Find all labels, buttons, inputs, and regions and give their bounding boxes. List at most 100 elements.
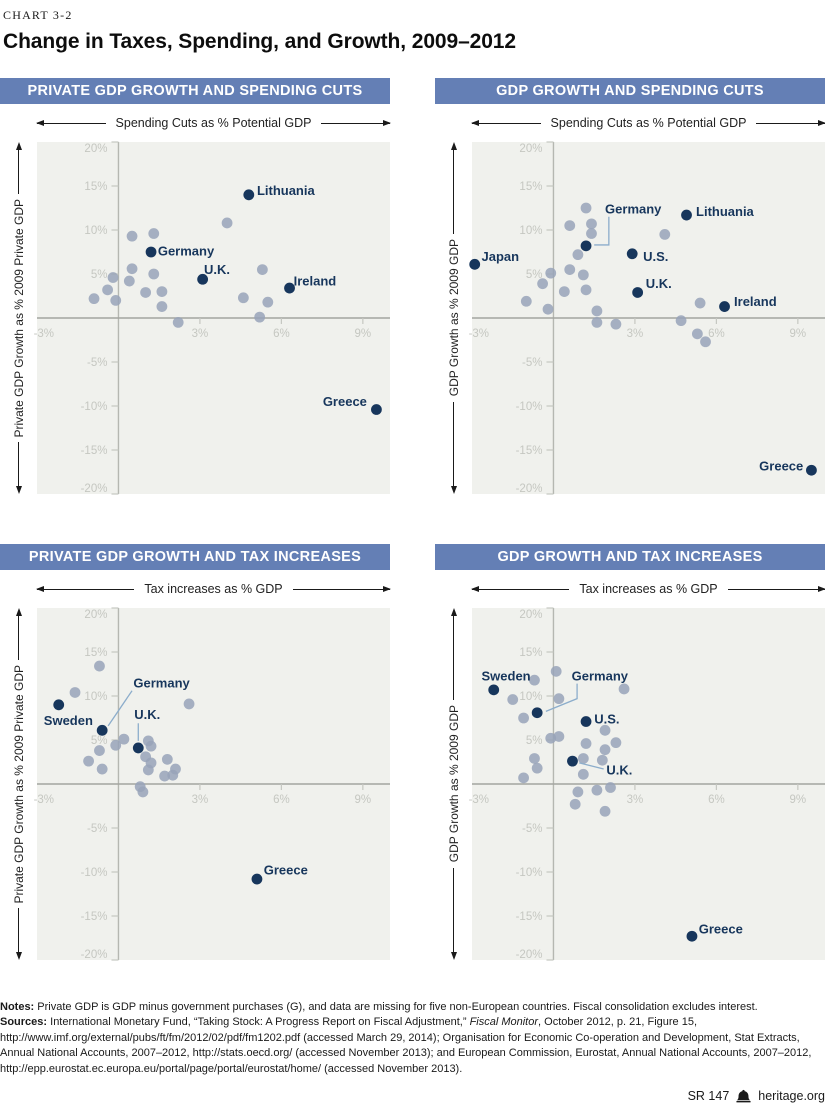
data-point [591,317,603,328]
point-label-sweden: Sweden [44,713,93,728]
y-tick-label: -15% [81,445,108,457]
axis-arrow-left-icon [35,585,135,592]
y-tick-label: 15% [519,181,542,193]
x-tick-label: 9% [355,794,372,806]
data-point [545,732,557,744]
y-tick-label: -20% [81,949,108,961]
x-axis-label: Spending Cuts as % Potential GDP [550,116,747,130]
y-tick-label: 15% [519,647,542,659]
x-tick-label: -3% [469,794,489,806]
point-label-greece: Greece [323,394,367,409]
data-point-japan [469,258,481,270]
data-point [529,674,540,686]
point-label-lithuania: Lithuania [696,204,755,219]
point-label-us: U.S. [643,249,668,264]
scatter-plot-gdp-vs-spending-cuts: 20% 15% 10% 5% -5% -10% -15% -20% -3% 3% 6% 9% Japan… [469,141,825,495]
axis-arrow-right-icon [321,119,391,126]
data-point-germany [580,240,592,252]
axis-arrow-right-icon [727,585,825,592]
data-point [110,295,122,306]
y-tick-label: -5% [87,357,107,369]
y-tick-label: 5% [91,269,108,281]
data-point [237,292,249,304]
y-tick-label: 20% [519,143,542,155]
chart-block-private-gdp-spending-cuts: PRIVATE GDP GROWTH AND SPENDING CUTS Spe… [0,78,391,495]
axis-arrow-up-icon [450,608,457,616]
data-point [618,683,630,695]
data-point [580,738,592,749]
y-axis-label: Private GDP Growth as % 2009 Private GDP [11,198,26,438]
data-point [550,665,562,677]
data-point [596,754,608,766]
axis-arrow-right-icon [756,119,825,126]
data-point [518,712,529,724]
data-point [148,228,160,239]
x-tick-label: -3% [34,794,54,806]
y-tick-label: -5% [522,357,542,369]
axis-arrow-right-icon [292,585,392,592]
point-label-uk: U.K. [134,707,160,722]
data-point [580,202,592,214]
x-tick-label: 9% [355,328,372,340]
x-tick-label: 6% [708,794,725,806]
data-point-uk [567,755,578,767]
data-point [591,305,603,317]
x-axis-label-row: Spending Cuts as % Potential GDP [471,104,825,142]
y-tick-label: -10% [81,867,108,879]
axis-arrow-left-icon [470,585,570,592]
axis-arrow-left-icon [471,119,541,126]
data-point [156,301,168,312]
y-tick-label: -5% [522,823,542,835]
x-tick-label: 3% [627,794,644,806]
data-point [140,287,152,298]
plot-row: GDP Growth as % 2009 GDP 20% 15% 10% 5% -5% -… [435,141,825,495]
data-point-germany [145,246,157,258]
notes-text: Private GDP is GDP minus government purc… [34,1001,758,1013]
x-axis-label-row: Spending Cuts as % Potential GDP [36,104,391,142]
chart-banner: PRIVATE GDP GROWTH AND TAX INCREASES [0,544,390,570]
y-tick-label: -10% [81,401,108,413]
point-label-ireland: Ireland [294,274,337,289]
axis-arrow-up-icon [15,608,22,616]
point-label-greece: Greece [699,922,743,937]
y-tick-label: -5% [87,823,107,835]
data-point [572,249,584,261]
data-point [262,296,274,308]
y-axis-label: GDP Growth as % 2009 GDP [446,705,461,863]
x-tick-label: 9% [790,794,807,806]
y-tick-label: 15% [84,181,107,193]
sources-label: Sources: [0,1016,48,1029]
point-label-lithuania: Lithuania [257,183,316,198]
point-label-germany: Germany [158,244,215,259]
data-point [553,731,565,742]
sources-text-2: , October 2012, p. 21, Figure 15, http:/… [0,1016,812,1075]
plot-row: Private GDP Growth as % 2009 Private GDP… [0,141,390,495]
point-label-germany: Germany [572,668,629,683]
y-tick-label: -15% [516,911,543,923]
data-point [88,293,100,305]
axis-arrow-up-icon [15,142,22,150]
data-point [545,267,557,279]
data-point [577,269,589,281]
y-axis-label: GDP Growth as % 2009 GDP [446,239,461,397]
data-point [564,264,576,275]
axis-arrow-up-icon [450,142,457,150]
point-label-uk: U.K. [646,276,672,291]
page-footer: SR 147 heritage.org [0,1089,825,1103]
data-point [610,737,622,749]
data-point-ireland [284,282,295,294]
data-point [605,782,616,793]
data-point [145,740,157,752]
data-point [572,786,584,798]
y-tick-label: -10% [516,401,543,413]
y-tick-label: 20% [519,609,542,621]
sources-text-1: International Monetary Fund, “Taking Sto… [47,1016,470,1029]
data-point [107,272,119,283]
data-point [183,698,195,710]
data-point [599,805,611,817]
data-point-greece [251,873,263,885]
data-point [694,297,706,309]
data-point [553,693,565,705]
data-point [577,768,589,780]
scatter-plot-gdp-vs-tax-increases: 20% 15% 10% 5% -5% -10% -15% -20% -3% 3% 6% 9% Swede… [469,607,825,961]
